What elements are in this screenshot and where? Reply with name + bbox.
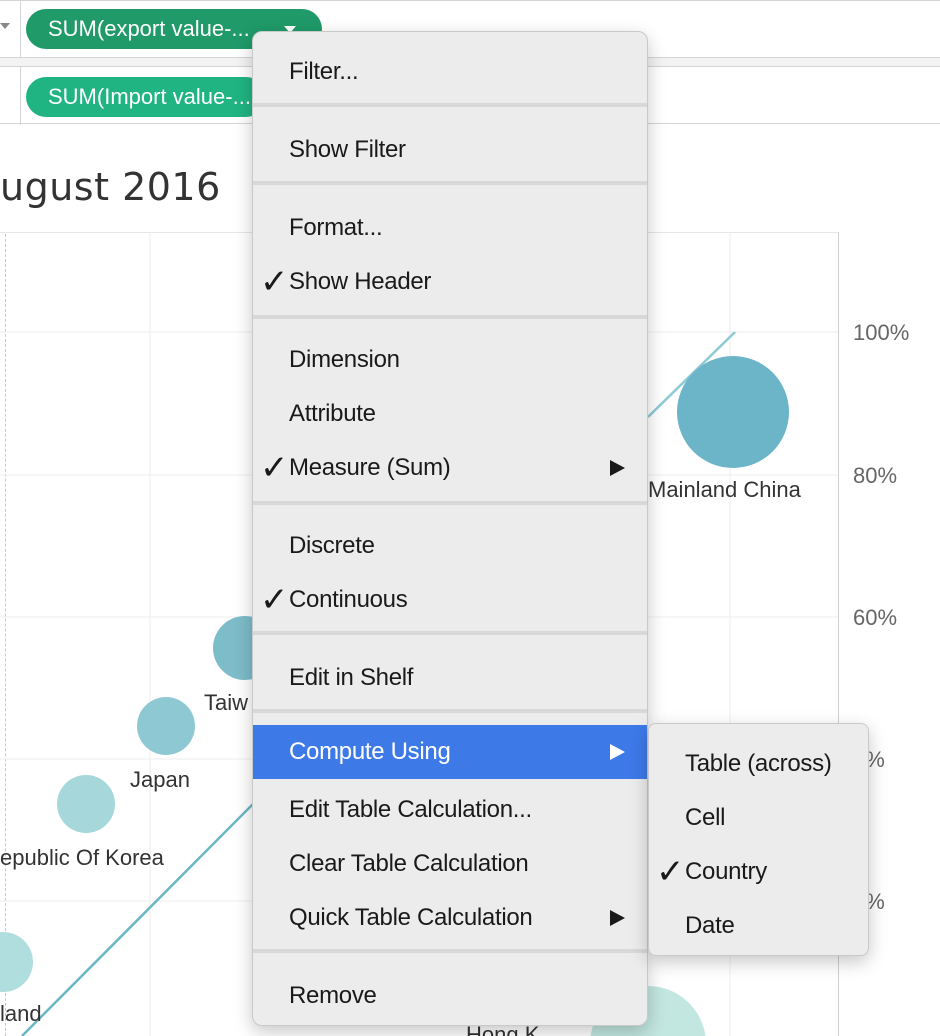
axis-tick-80: 80% xyxy=(853,463,897,489)
checkmark-icon: ✓ xyxy=(260,259,288,305)
menu-item-label: Attribute xyxy=(289,400,376,427)
menu-item-remove[interactable]: Remove xyxy=(253,969,648,1023)
menu-item-quick-table-calculation[interactable]: Quick Table Calculation xyxy=(253,891,648,945)
bubble-korea[interactable] xyxy=(57,775,115,833)
menu-separator xyxy=(253,709,648,713)
menu-separator xyxy=(253,631,648,635)
menu-item-label: Filter... xyxy=(289,58,358,85)
menu-item-label: Remove xyxy=(289,982,377,1009)
shelf-dropdown-icon[interactable] xyxy=(0,23,10,29)
bubble-mainland-china[interactable] xyxy=(677,356,789,468)
menu-item-label: Dimension xyxy=(289,346,400,373)
menu-item-label: Date xyxy=(685,912,735,939)
checkmark-icon: ✓ xyxy=(260,577,288,623)
bubble-japan[interactable] xyxy=(137,697,195,755)
menu-item-label: Country xyxy=(685,858,767,885)
menu-item-label: Discrete xyxy=(289,532,375,559)
menu-item-label: Show Header xyxy=(289,268,431,295)
label-korea: epublic Of Korea xyxy=(0,845,164,871)
trend-line-lower xyxy=(22,797,260,1036)
submenu-item-table-across[interactable]: Table (across) xyxy=(649,737,868,791)
menu-separator xyxy=(253,949,648,953)
pill-context-menu[interactable]: Filter... Show Filter Format... ✓ Show H… xyxy=(252,31,648,1026)
menu-item-label: Compute Using xyxy=(289,738,451,765)
menu-item-compute-using[interactable]: Compute Using xyxy=(253,725,648,779)
menu-item-edit-table-calculation[interactable]: Edit Table Calculation... xyxy=(253,783,648,837)
menu-item-continuous[interactable]: ✓ Continuous xyxy=(253,573,648,627)
menu-item-clear-table-calculation[interactable]: Clear Table Calculation xyxy=(253,837,648,891)
submenu-item-date[interactable]: Date xyxy=(649,899,868,953)
compute-using-submenu[interactable]: Table (across) Cell ✓ Country Date xyxy=(648,723,869,956)
menu-item-attribute[interactable]: Attribute xyxy=(253,387,648,441)
menu-item-label: Format... xyxy=(289,214,382,241)
menu-item-label: Show Filter xyxy=(289,136,406,163)
submenu-arrow-icon xyxy=(610,460,625,476)
submenu-arrow-icon xyxy=(610,744,625,760)
menu-item-label: Edit Table Calculation... xyxy=(289,796,532,823)
menu-item-measure-sum[interactable]: ✓ Measure (Sum) xyxy=(253,441,648,495)
menu-item-edit-in-shelf[interactable]: Edit in Shelf xyxy=(253,651,648,705)
menu-separator xyxy=(253,315,648,319)
menu-item-label: Clear Table Calculation xyxy=(289,850,528,877)
shelf-divider xyxy=(20,1,21,59)
menu-separator xyxy=(253,501,648,505)
export-pill-label: SUM(export value-... xyxy=(48,16,250,41)
submenu-item-country[interactable]: ✓ Country xyxy=(649,845,868,899)
menu-item-label: Edit in Shelf xyxy=(289,664,413,691)
menu-item-show-filter[interactable]: Show Filter xyxy=(253,123,648,177)
label-japan: Japan xyxy=(130,767,190,793)
menu-item-label: Continuous xyxy=(289,586,407,613)
menu-item-label: Quick Table Calculation xyxy=(289,904,532,931)
chart-title: ugust 2016 xyxy=(0,165,221,209)
label-mainland-china: Mainland China xyxy=(648,477,801,503)
menu-item-format[interactable]: Format... xyxy=(253,201,648,255)
label-taiwan: Taiw xyxy=(204,690,248,716)
submenu-arrow-icon xyxy=(610,910,625,926)
checkmark-icon: ✓ xyxy=(656,849,684,895)
menu-item-dimension[interactable]: Dimension xyxy=(253,333,648,387)
label-thailand: land xyxy=(0,1001,42,1027)
menu-item-filter[interactable]: Filter... xyxy=(253,45,648,99)
checkmark-icon: ✓ xyxy=(260,445,288,491)
menu-item-show-header[interactable]: ✓ Show Header xyxy=(253,255,648,309)
axis-tick-100: 100% xyxy=(853,320,909,346)
submenu-item-cell[interactable]: Cell xyxy=(649,791,868,845)
import-pill-label: SUM(Import value-... xyxy=(48,84,251,109)
menu-separator xyxy=(253,103,648,107)
menu-item-label: Cell xyxy=(685,804,725,831)
menu-item-discrete[interactable]: Discrete xyxy=(253,519,648,573)
axis-tick-60: 60% xyxy=(853,605,897,631)
shelf-divider xyxy=(20,67,21,125)
bubble-thailand[interactable] xyxy=(0,932,33,992)
menu-separator xyxy=(253,181,648,185)
menu-item-label: Measure (Sum) xyxy=(289,454,450,481)
import-value-pill[interactable]: SUM(Import value-... xyxy=(26,77,266,117)
menu-item-label: Table (across) xyxy=(685,750,832,777)
